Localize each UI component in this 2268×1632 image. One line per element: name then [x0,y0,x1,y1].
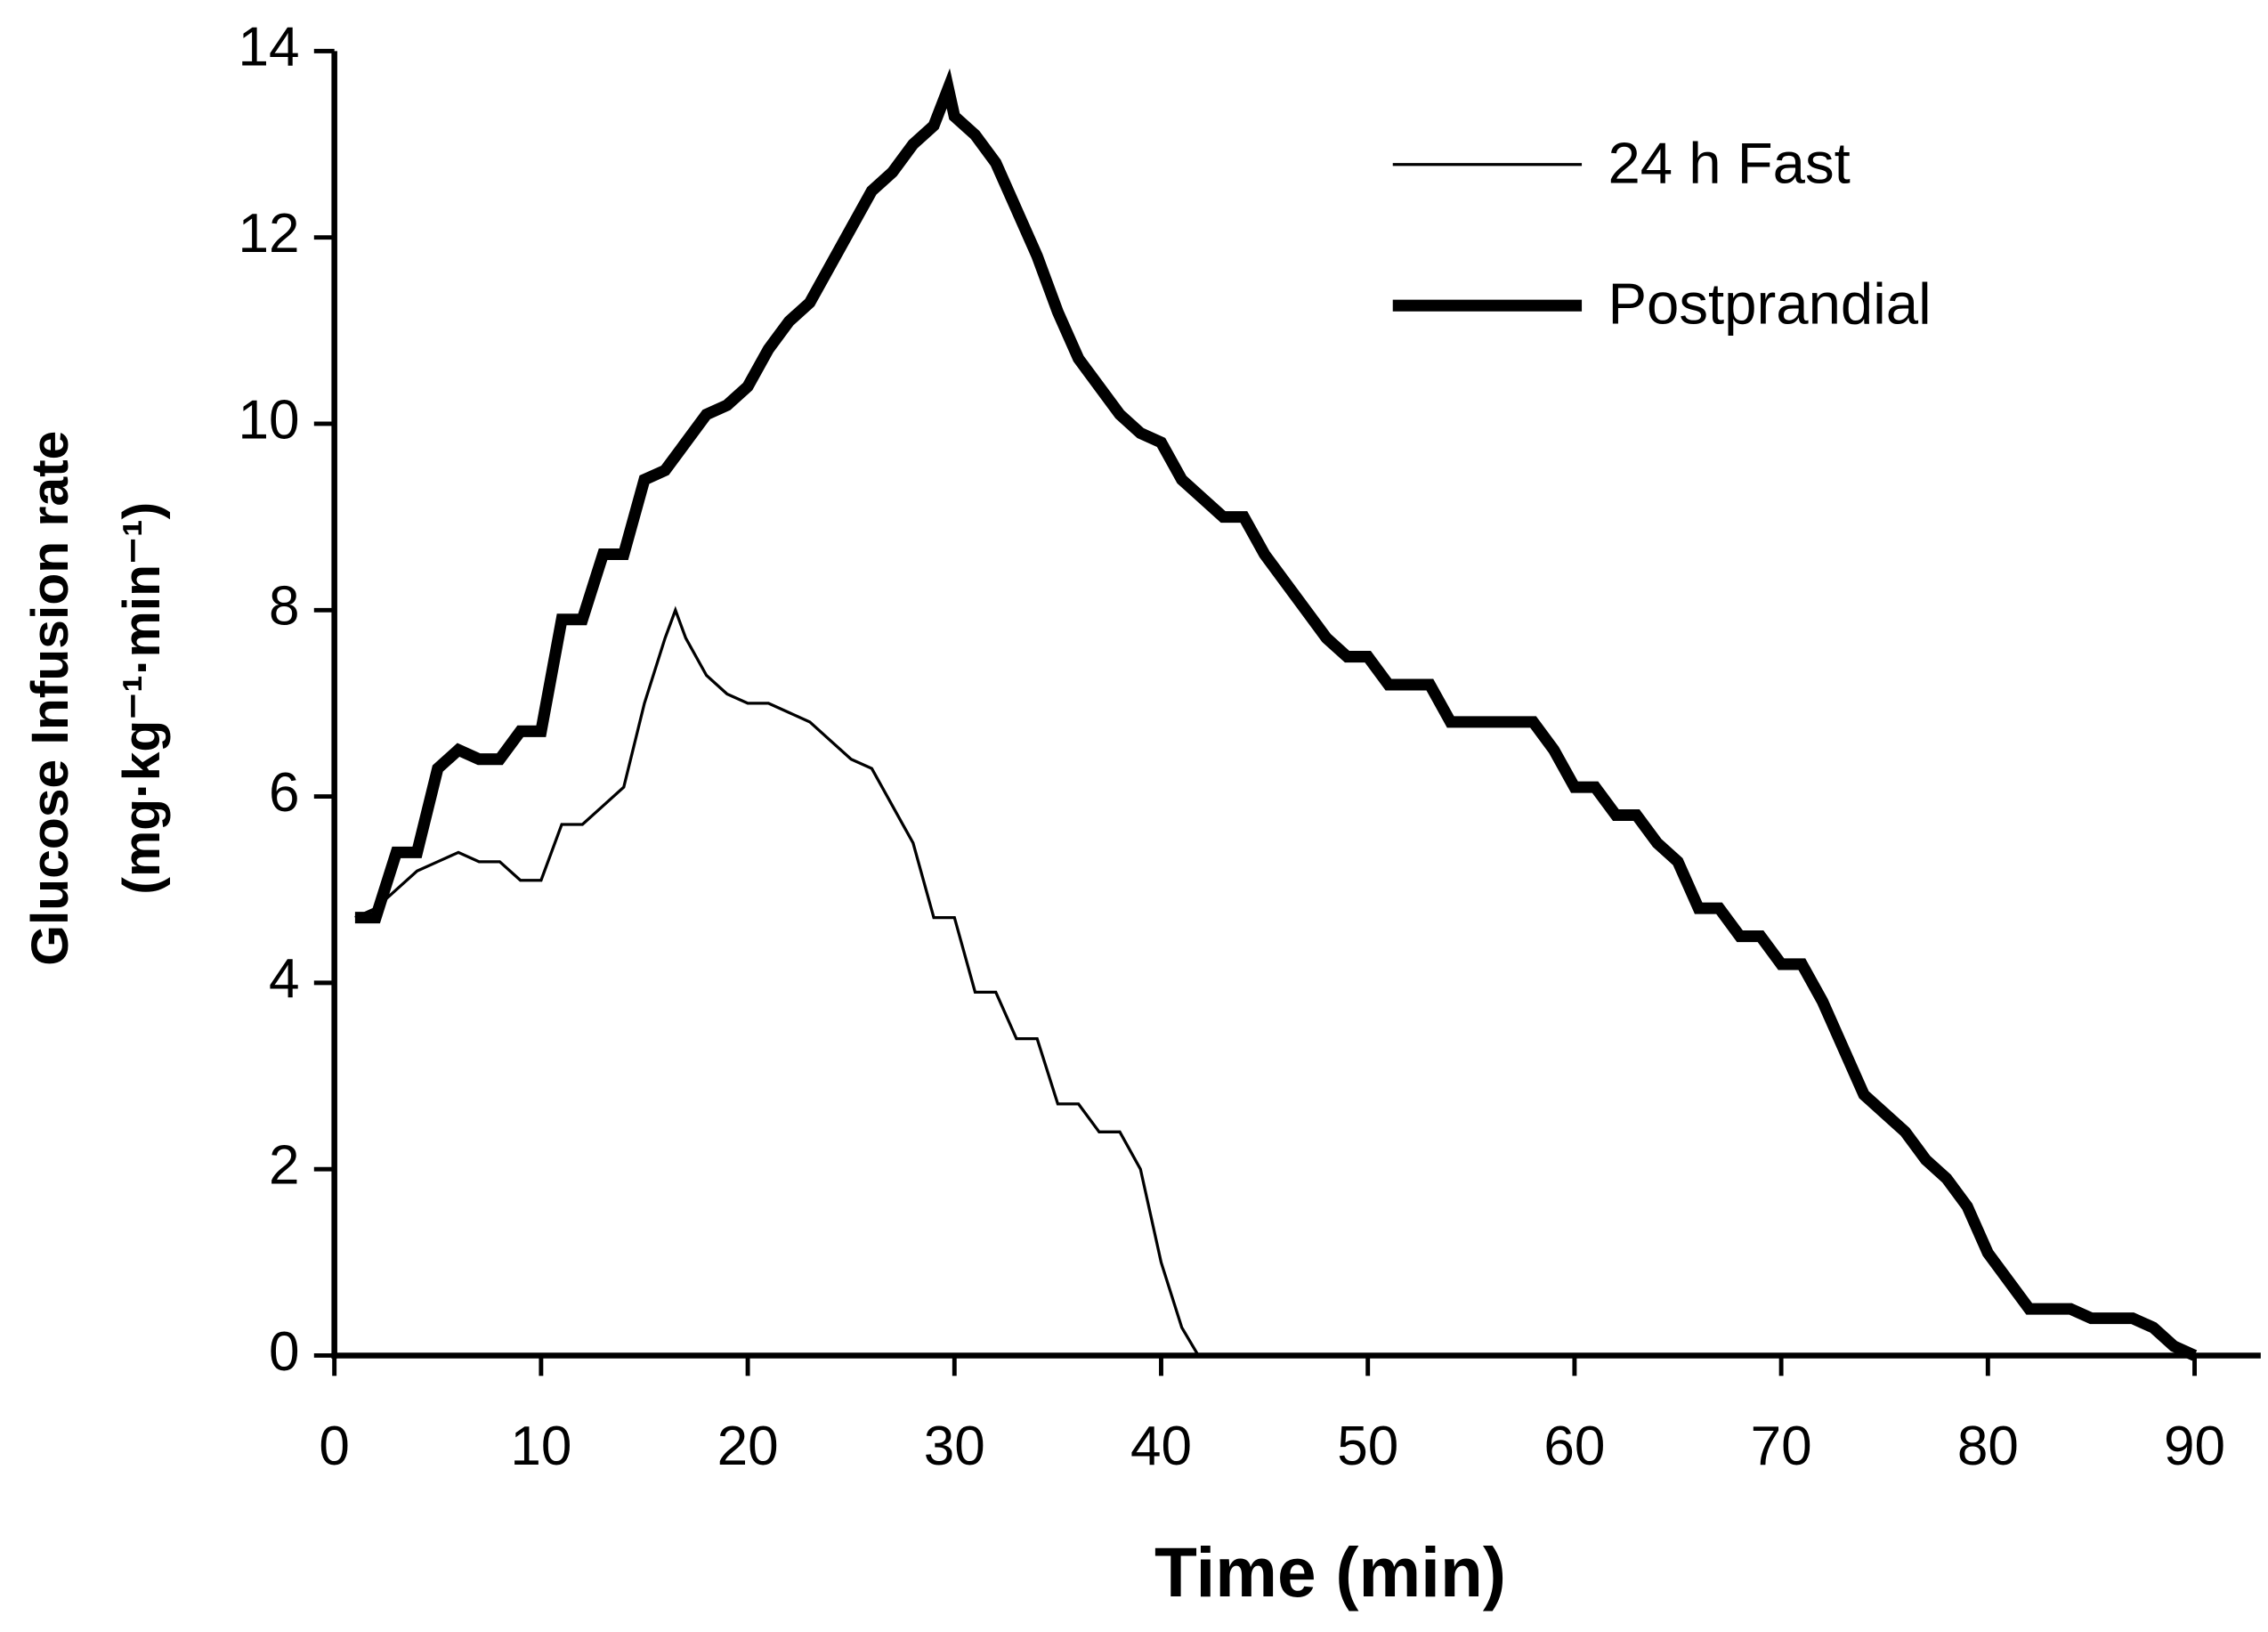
x-tick-label: 70 [1751,1416,1812,1477]
legend-label: Postprandial [1608,272,1931,337]
x-tick-label: 0 [319,1416,350,1477]
x-tick-label: 90 [2164,1416,2225,1477]
x-axis-label: Time (min) [1154,1533,1506,1612]
legend-label: 24 h Fast [1608,130,1850,195]
y-tick-label: 14 [238,17,299,78]
y-tick-label: 12 [238,203,299,264]
series-line [354,605,1200,1357]
x-tick-label: 10 [510,1416,571,1477]
y-tick-label: 2 [269,1135,300,1197]
x-tick-label: 60 [1543,1416,1605,1477]
y-tick-label: 0 [269,1321,300,1383]
x-tick-label: 80 [1957,1416,2019,1477]
y-tick-label: 10 [238,389,299,451]
y-tick-label: 8 [269,576,300,637]
x-tick-label: 40 [1130,1416,1192,1477]
x-tick-label: 20 [717,1416,779,1477]
y-axis-label: (mg·kg⁻¹·min⁻¹) [113,502,171,895]
series-line [354,68,2198,1361]
x-tick-label: 30 [924,1416,985,1477]
x-tick-label: 50 [1337,1416,1398,1477]
y-tick-label: 4 [269,948,300,1010]
y-axis-label: Glucose Infusion rate [21,431,79,966]
y-tick-label: 6 [269,762,300,824]
